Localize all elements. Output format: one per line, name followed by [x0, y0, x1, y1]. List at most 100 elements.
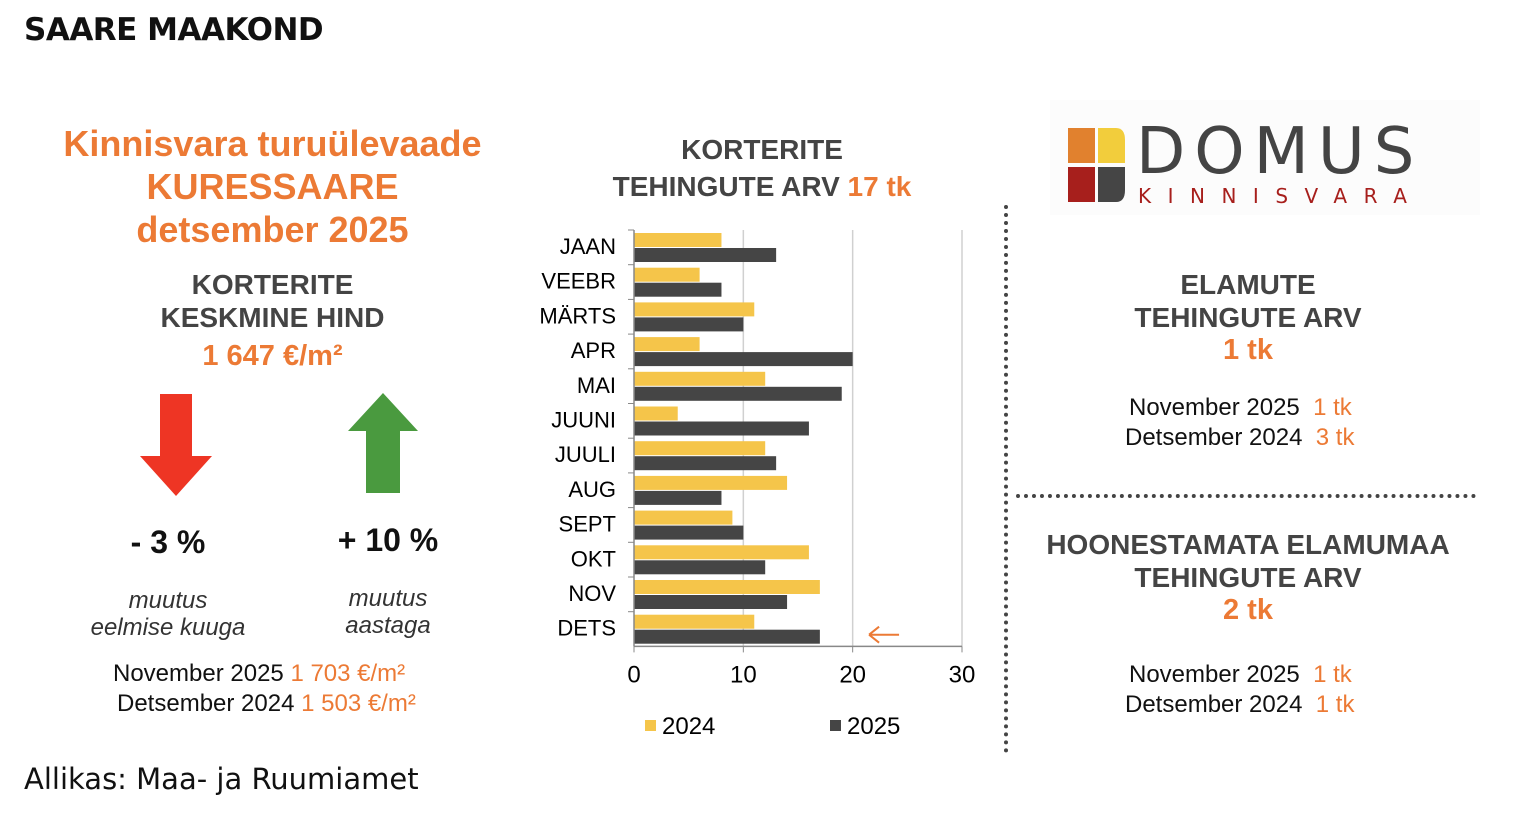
- title-line: ELAMUTE: [1180, 269, 1316, 300]
- report-heading: Kinnisvara turuülevaade KURESSAARE detse…: [20, 122, 525, 251]
- bar-2025: [634, 490, 722, 505]
- category-label: JUUNI: [551, 408, 616, 433]
- legend-label: 2025: [847, 713, 900, 740]
- subtitle-line: KESKMINE HIND: [160, 302, 385, 333]
- category-label: JAAN: [560, 234, 616, 259]
- chart-title-line: KORTERITE: [681, 134, 843, 165]
- bar-2025: [634, 282, 722, 297]
- title-line: HOONESTAMATA ELAMUMAA: [1046, 529, 1450, 560]
- category-label: MÄRTS: [539, 303, 616, 328]
- legend-label: 2024: [662, 713, 715, 740]
- chart-title-highlight: 17 tk: [847, 171, 912, 202]
- comparison-label: November 2025: [1129, 661, 1300, 688]
- category-label: OKT: [571, 546, 616, 571]
- domus-logo-icon: [1068, 128, 1125, 202]
- category-label: SEPT: [559, 512, 616, 537]
- title-line: TEHINGUTE ARV: [1134, 562, 1362, 593]
- transactions-bar-chart: 0 10 20 30 JAAN VEEBR MÄRTS APR MAI JUUNI JUULI AUG…: [539, 229, 976, 740]
- logo-subtitle: KINNISVARA: [1138, 184, 1424, 208]
- change-year-value: + 10 %: [337, 522, 439, 558]
- price-subtitle: KORTERITE KESKMINE HIND: [20, 268, 525, 334]
- arrow-up-icon: [348, 393, 418, 493]
- comparison-value: 1 503 €/m²: [301, 690, 416, 717]
- comparison-label: November 2025: [113, 660, 284, 687]
- bar-2025: [634, 456, 777, 471]
- source-note: Allikas: Maa- ja Ruumiamet: [24, 762, 419, 796]
- bar-2024: [634, 337, 700, 352]
- bar-2024: [634, 545, 809, 560]
- subtitle-line: KORTERITE: [191, 269, 354, 300]
- comparison-value: 1 tk: [1313, 661, 1352, 688]
- bar-2025: [634, 317, 744, 332]
- bar-2025: [634, 248, 777, 262]
- chart-title-line: TEHINGUTE ARV: [612, 171, 840, 202]
- label-line: muutus: [348, 585, 428, 612]
- x-tick-label: 10: [730, 661, 757, 688]
- category-label: APR: [571, 338, 616, 363]
- comparison-label: Detsember 2024: [1125, 424, 1303, 451]
- category-label: NOV: [568, 581, 616, 606]
- category-label: JUULI: [555, 442, 616, 467]
- comparison-value: 1 tk: [1315, 691, 1355, 718]
- category-label: MAI: [577, 373, 616, 398]
- comparison-value: 3 tk: [1315, 424, 1355, 451]
- bar-2025: [634, 352, 853, 367]
- change-month-label: muutus eelmise kuuga: [68, 587, 268, 641]
- bar-2024: [634, 475, 788, 490]
- annotation-arrow-icon: [868, 625, 900, 644]
- price-comparison-nov: November 2025 1 703 €/m²: [113, 659, 405, 689]
- page-title: SAARE MAAKOND: [24, 12, 324, 48]
- label-line: eelmise kuuga: [90, 614, 246, 641]
- comparison-label: Detsember 2024: [1125, 691, 1303, 718]
- legend-swatch: [645, 720, 656, 731]
- bar-2024: [634, 302, 755, 317]
- comparison-value: 1 703 €/m²: [290, 660, 406, 687]
- elamute-value: 1 tk: [1223, 334, 1273, 366]
- change-year-label: muutus aastaga: [288, 585, 488, 639]
- bar-2024: [634, 441, 766, 456]
- logo-name: DOMUS: [1136, 115, 1424, 189]
- bar-2025: [634, 386, 842, 401]
- label-line: muutus: [128, 587, 208, 614]
- heading-line: detsember 2025: [136, 209, 409, 250]
- average-price: 1 647 €/m²: [202, 340, 343, 372]
- bar-2025: [634, 560, 766, 575]
- x-tick-label: 20: [839, 661, 866, 688]
- vertical-divider: [1004, 205, 1008, 753]
- elamute-comparison-nov: November 2025 1 tk: [1129, 393, 1352, 423]
- category-label: VEEBR: [541, 269, 616, 294]
- bar-2024: [634, 406, 678, 421]
- x-tick-label: 30: [949, 661, 976, 688]
- heading-line: KURESSAARE: [146, 166, 399, 207]
- label-line: aastaga: [345, 612, 431, 639]
- bar-2024: [634, 371, 766, 386]
- comparison-label: Detsember 2024: [117, 690, 295, 717]
- elamute-title: ELAMUTE TEHINGUTE ARV 1 tk: [1030, 268, 1466, 367]
- x-tick-label: 0: [627, 661, 640, 688]
- elamute-comparison-dec: Detsember 2024 3 tk: [1125, 423, 1354, 453]
- bar-2025: [634, 629, 820, 644]
- maa-comparison-dec: Detsember 2024 1 tk: [1125, 690, 1354, 720]
- maa-value: 2 tk: [1223, 594, 1273, 626]
- title-line: TEHINGUTE ARV: [1134, 302, 1362, 333]
- bar-2025: [634, 421, 809, 436]
- maa-title: HOONESTAMATA ELAMUMAA TEHINGUTE ARV 2 tk: [1020, 528, 1476, 627]
- bar-2025: [634, 595, 788, 609]
- bar-2024: [634, 510, 733, 525]
- category-label: AUG: [568, 477, 616, 502]
- arrow-down-icon: [140, 394, 212, 496]
- bar-2024: [634, 267, 700, 282]
- legend-swatch: [830, 720, 841, 731]
- horizontal-divider: [1016, 494, 1476, 498]
- bar-2024: [634, 614, 755, 629]
- comparison-value: 1 tk: [1313, 394, 1352, 421]
- change-month-value: - 3 %: [130, 524, 206, 560]
- bar-2024: [634, 233, 722, 247]
- maa-comparison-nov: November 2025 1 tk: [1129, 660, 1352, 690]
- bar-2025: [634, 525, 744, 540]
- category-label: DETS: [557, 616, 616, 641]
- chart-title: KORTERITE TEHINGUTE ARV 17 tk: [562, 131, 962, 205]
- comparison-label: November 2025: [1129, 394, 1300, 421]
- bar-2024: [634, 580, 820, 594]
- heading-line: Kinnisvara turuülevaade: [63, 123, 482, 164]
